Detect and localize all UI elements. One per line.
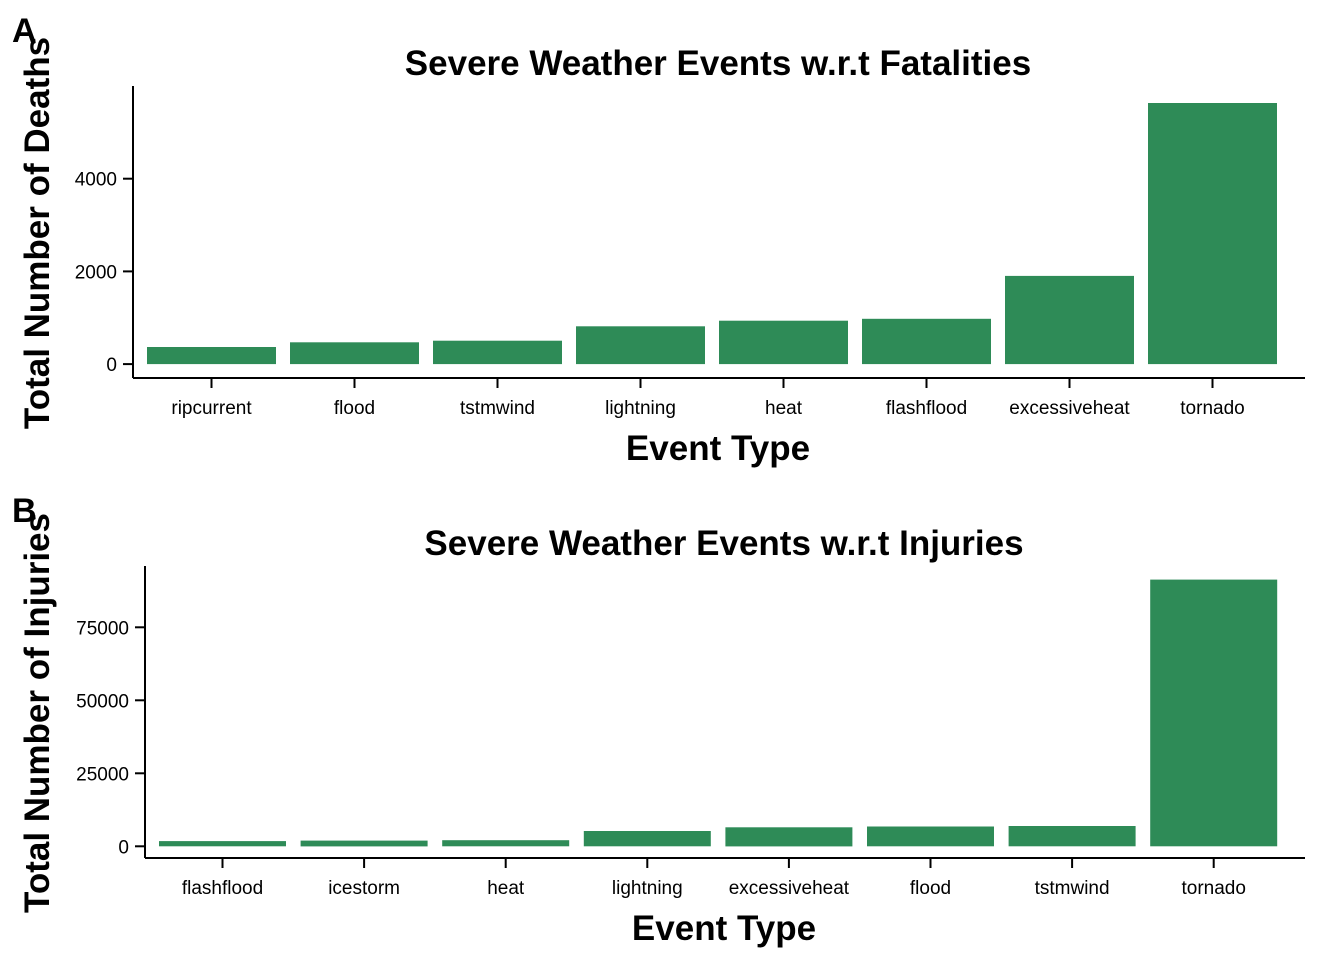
x-tick-label-ripcurrent: ripcurrent bbox=[171, 398, 252, 419]
bar-tornado bbox=[1150, 579, 1278, 847]
bar-excessiveheat bbox=[725, 827, 853, 847]
x-tick-label-excessiveheat: excessiveheat bbox=[729, 878, 850, 899]
bar-heat bbox=[719, 320, 848, 365]
x-tick-label-flashflood: flashflood bbox=[182, 878, 263, 899]
x-tick-label-lightning: lightning bbox=[605, 398, 676, 419]
y-tick-label-25000: 25000 bbox=[76, 764, 129, 785]
chart-title-injuries: Severe Weather Events w.r.t Injuries bbox=[424, 524, 1023, 563]
bar-tstmwind bbox=[433, 340, 562, 365]
x-tick-label-tornado: tornado bbox=[1181, 878, 1245, 899]
bars-injuries bbox=[159, 579, 1278, 847]
panel-fatalities: A Severe Weather Events w.r.t Fatalities… bbox=[12, 12, 1305, 468]
bar-flashflood bbox=[862, 318, 991, 365]
y-ticks-injuries: 0 25000 50000 75000 bbox=[76, 618, 145, 858]
x-ticks-fatalities: ripcurrent flood tstmwind lightning heat flas… bbox=[171, 378, 1245, 419]
x-tick-label-flood: flood bbox=[910, 878, 951, 899]
y-tick-label-0: 0 bbox=[118, 837, 129, 858]
x-tick-label-heat: heat bbox=[765, 398, 803, 419]
bar-heat bbox=[442, 840, 570, 847]
bar-excessiveheat bbox=[1005, 275, 1134, 365]
x-ticks-injuries: flashflood icestorm heat lightning excessive… bbox=[182, 858, 1246, 899]
bar-ripcurrent bbox=[147, 347, 276, 365]
y-tick-label-2000: 2000 bbox=[75, 262, 117, 283]
y-tick-label-75000: 75000 bbox=[76, 618, 129, 639]
bar-tornado bbox=[1148, 103, 1277, 365]
x-tick-label-tstmwind: tstmwind bbox=[1035, 878, 1110, 899]
x-tick-label-heat: heat bbox=[487, 878, 525, 899]
y-tick-label-0: 0 bbox=[106, 355, 117, 376]
bar-flashflood bbox=[159, 841, 286, 847]
panel-letter-a: A bbox=[12, 12, 37, 50]
x-tick-label-flood: flood bbox=[334, 398, 375, 419]
bars-fatalities bbox=[147, 103, 1277, 365]
x-tick-label-tstmwind: tstmwind bbox=[460, 398, 535, 419]
panel-letter-b: B bbox=[12, 492, 37, 530]
bar-lightning bbox=[583, 831, 711, 847]
x-axis-title-injuries: Event Type bbox=[632, 909, 816, 948]
bar-icestorm bbox=[300, 840, 428, 847]
chart-title-fatalities: Severe Weather Events w.r.t Fatalities bbox=[405, 44, 1031, 83]
x-tick-label-flashflood: flashflood bbox=[886, 398, 967, 419]
y-axis-title-injuries: Total Number of Injuries bbox=[18, 513, 57, 913]
bar-flood bbox=[290, 342, 419, 365]
bar-lightning bbox=[576, 326, 705, 365]
y-tick-label-4000: 4000 bbox=[75, 170, 117, 191]
y-axis-title-deaths: Total Number of Deaths bbox=[18, 37, 57, 429]
y-ticks-fatalities: 0 2000 4000 bbox=[75, 170, 133, 376]
y-tick-label-50000: 50000 bbox=[76, 691, 129, 712]
bar-tstmwind bbox=[1008, 826, 1136, 847]
x-tick-label-icestorm: icestorm bbox=[328, 878, 400, 899]
panel-injuries: B Severe Weather Events w.r.t Injuries T… bbox=[12, 492, 1305, 948]
x-axis-title-fatalities: Event Type bbox=[626, 429, 810, 468]
x-tick-label-excessiveheat: excessiveheat bbox=[1009, 398, 1130, 419]
x-tick-label-tornado: tornado bbox=[1180, 398, 1244, 419]
bar-flood bbox=[867, 826, 994, 847]
x-tick-label-lightning: lightning bbox=[612, 878, 683, 899]
